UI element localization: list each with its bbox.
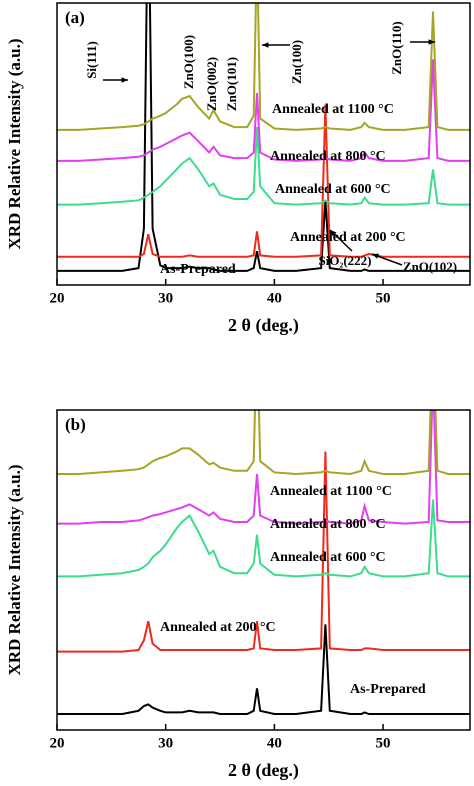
plot-area [57,3,470,272]
series-label: As-Prepared [350,682,426,697]
panel-label: (b) [65,415,86,434]
series-label: As-Prepared [160,262,236,277]
x-tick-label: 40 [267,290,282,306]
peak-annotation: ZnO(002) [204,57,219,111]
x-tick-label: 30 [158,290,173,306]
peak-annotation: Zn(100) [289,40,304,84]
x-tick-label: 30 [158,735,173,751]
trace [57,59,470,162]
trace [57,410,470,476]
peak-annotation: ZnO(100) [181,35,196,89]
arrow-head [372,253,379,259]
series-label: Annealed at 800 °C [270,149,386,164]
series-label: Annealed at 1100 °C [270,484,392,499]
trace [57,3,470,131]
peak-annotation: Si(111) [84,41,99,79]
arrow-head [330,230,337,237]
axes-frame [56,409,471,731]
peak-annotation: ZnO(102) [403,259,457,274]
x-tick-label: 50 [376,290,391,306]
trace [57,3,470,272]
x-tick-label: 50 [376,735,391,751]
series-label: Annealed at 200 °C [160,620,276,635]
trace [57,624,470,715]
series-label: Annealed at 600 °C [270,550,386,565]
panel-label: (a) [65,8,85,27]
trace [57,410,470,525]
x-tick-label: 20 [50,290,65,306]
series-label: Annealed at 200 °C [290,230,406,245]
peak-annotation: SiO₂(222) [318,253,371,268]
x-tick-label: 40 [267,735,282,751]
x-tick-label: 20 [50,735,65,751]
series-label: Annealed at 800 °C [270,517,386,532]
trace [57,499,470,578]
x-axis-label: 2 θ (deg.) [228,760,299,781]
arrow-head [121,77,128,83]
trace [57,127,470,206]
trace [57,451,470,653]
series-label: Annealed at 1100 °C [272,102,394,117]
plot-area [57,410,470,715]
x-axis-label: 2 θ (deg.) [228,315,299,336]
y-axis-label: XRD Relative Intensity (a.u.) [5,464,24,675]
arrow-head [262,42,269,48]
peak-annotation: ZnO(110) [389,21,404,74]
y-axis-label: XRD Relative Intensity (a.u.) [5,38,24,249]
peak-annotation: ZnO(101) [224,57,239,111]
arrow-head [428,39,435,45]
axes-frame [56,2,471,286]
trace [57,104,470,258]
series-label: Annealed at 600 °C [275,182,391,197]
